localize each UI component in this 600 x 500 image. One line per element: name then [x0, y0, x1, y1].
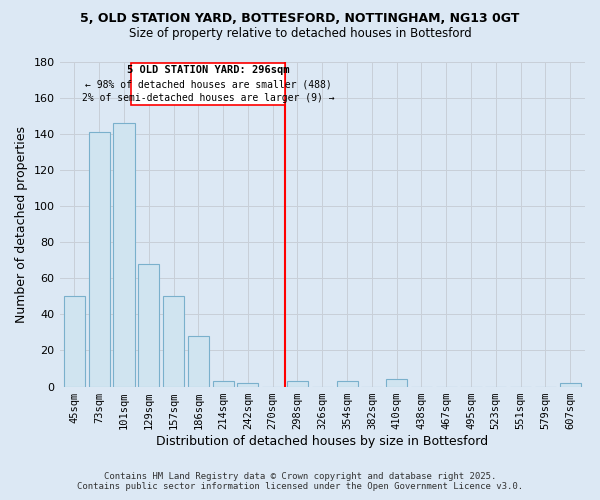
Text: Contains HM Land Registry data © Crown copyright and database right 2025.
Contai: Contains HM Land Registry data © Crown c… — [77, 472, 523, 491]
Bar — [113, 123, 134, 386]
Bar — [287, 381, 308, 386]
Bar — [131, 64, 285, 105]
Text: ← 98% of detached houses are smaller (488): ← 98% of detached houses are smaller (48… — [85, 79, 332, 89]
Bar — [238, 383, 259, 386]
Bar — [386, 380, 407, 386]
Bar — [212, 381, 233, 386]
Bar — [163, 296, 184, 386]
Y-axis label: Number of detached properties: Number of detached properties — [15, 126, 28, 322]
Bar — [89, 132, 110, 386]
Text: 5, OLD STATION YARD, BOTTESFORD, NOTTINGHAM, NG13 0GT: 5, OLD STATION YARD, BOTTESFORD, NOTTING… — [80, 12, 520, 26]
Text: Size of property relative to detached houses in Bottesford: Size of property relative to detached ho… — [128, 28, 472, 40]
Text: 5 OLD STATION YARD: 296sqm: 5 OLD STATION YARD: 296sqm — [127, 65, 290, 75]
Text: 2% of semi-detached houses are larger (9) →: 2% of semi-detached houses are larger (9… — [82, 93, 335, 103]
Bar — [560, 383, 581, 386]
Bar — [64, 296, 85, 386]
Bar — [337, 381, 358, 386]
X-axis label: Distribution of detached houses by size in Bottesford: Distribution of detached houses by size … — [156, 434, 488, 448]
Bar — [188, 336, 209, 386]
Bar — [138, 264, 160, 386]
